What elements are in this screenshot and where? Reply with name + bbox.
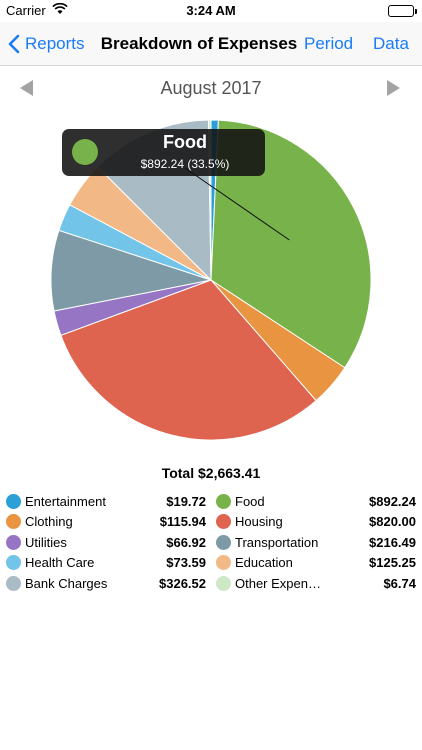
legend-amount: $892.24 [369, 493, 416, 509]
legend-item-education[interactable]: Education $125.25 [216, 553, 416, 573]
total-label: Total $2,663.41 [161, 465, 261, 481]
legend-amount: $73.59 [166, 555, 206, 570]
legend-swatch [6, 534, 21, 550]
legend-label: Clothing [25, 514, 73, 529]
period-button[interactable]: Period [304, 34, 354, 53]
legend-item-clothing[interactable]: Clothing $115.94 [6, 512, 206, 532]
clock: 3:24 AM [186, 3, 236, 18]
legend-swatch [216, 534, 231, 550]
carrier-label: Carrier [6, 3, 46, 18]
legend-swatch [6, 493, 21, 509]
chevron-left-icon [8, 34, 20, 54]
legend-swatch [6, 575, 21, 591]
legend-amount: $125.25 [369, 555, 416, 570]
legend-label: Food [235, 493, 265, 509]
legend-swatch [216, 514, 231, 529]
data-button[interactable]: Data [373, 34, 409, 53]
legend-swatch [216, 555, 231, 570]
battery-icon [388, 5, 417, 17]
legend-label: Other Expen… [235, 575, 321, 591]
legend-label: Transportation [235, 534, 319, 550]
callout-value: $892.24 (33.5%) [140, 157, 230, 171]
legend-swatch [6, 555, 21, 570]
legend-item-utilities[interactable]: Utilities $66.92 [6, 532, 206, 552]
legend-amount: $66.92 [166, 534, 206, 550]
wifi-icon [52, 2, 68, 18]
slice-callout: Food $892.24 (33.5%) [62, 129, 265, 176]
navigation-bar: Reports Breakdown of Expenses Period Dat… [0, 22, 422, 66]
legend-item-transportation[interactable]: Transportation $216.49 [216, 532, 416, 552]
back-button-label: Reports [25, 34, 85, 53]
legend-amount: $216.49 [369, 534, 416, 550]
status-bar: Carrier 3:24 AM [0, 0, 422, 22]
legend-item-food[interactable]: Food $892.24 [216, 491, 416, 511]
callout-color-dot [72, 139, 98, 165]
legend-item-health-care[interactable]: Health Care $73.59 [6, 553, 206, 573]
legend-label: Utilities [25, 534, 67, 550]
legend-swatch [216, 575, 231, 591]
legend-label: Bank Charges [25, 575, 108, 591]
legend-amount: $19.72 [166, 493, 206, 509]
legend-label: Housing [235, 514, 283, 529]
legend-item-housing[interactable]: Housing $820.00 [216, 512, 416, 532]
next-month-icon[interactable] [387, 80, 400, 96]
callout-leader-line [184, 167, 290, 241]
legend-swatch [6, 514, 21, 529]
legend-label: Education [235, 555, 293, 570]
month-selector: August 2017 [0, 76, 422, 102]
month-label: August 2017 [160, 78, 262, 98]
legend-label: Health Care [25, 555, 95, 570]
legend-item-bank-charges[interactable]: Bank Charges $326.52 [6, 573, 206, 593]
legend-amount: $115.94 [159, 514, 206, 529]
pie-slice-housing[interactable] [60, 279, 317, 441]
legend-item-entertainment[interactable]: Entertainment $19.72 [6, 491, 206, 511]
legend-label: Entertainment [25, 493, 106, 509]
legend-item-other-expen[interactable]: Other Expen… $6.74 [216, 573, 416, 593]
back-button[interactable]: Reports [8, 31, 85, 57]
callout-title: Food [163, 132, 207, 152]
legend-amount: $6.74 [383, 575, 416, 591]
legend-swatch [216, 493, 231, 509]
legend-amount: $820.00 [369, 514, 416, 529]
legend-amount: $326.52 [159, 575, 206, 591]
previous-month-icon[interactable] [20, 80, 33, 96]
